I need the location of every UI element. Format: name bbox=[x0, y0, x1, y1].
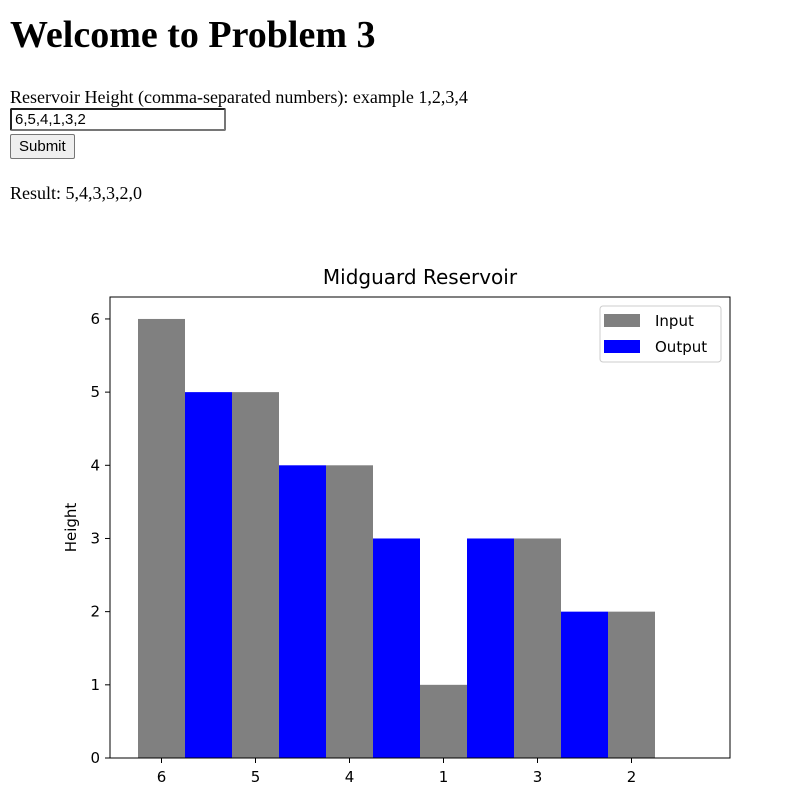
bar-output-3 bbox=[561, 611, 608, 758]
y-tick-label: 4 bbox=[90, 456, 100, 474]
y-tick-label: 0 bbox=[90, 749, 100, 767]
bar-output-4 bbox=[373, 538, 420, 758]
bar-input-4 bbox=[326, 465, 373, 758]
bar-input-6 bbox=[138, 318, 185, 758]
legend-label-input: Input bbox=[655, 312, 694, 330]
chart-title: Midguard Reservoir bbox=[323, 265, 518, 289]
x-tick-label: 4 bbox=[345, 768, 355, 786]
reservoir-height-label: Reservoir Height (comma-separated number… bbox=[10, 87, 468, 107]
bar-input-1 bbox=[420, 684, 467, 758]
submit-button[interactable]: Submit bbox=[10, 134, 75, 159]
reservoir-chart: Midguard Reservoir 0 1 2 3 4 5 6 6 5 4 1 3 2 Height Inp… bbox=[62, 265, 731, 786]
y-tick-label: 5 bbox=[90, 383, 100, 401]
y-axis-label: Height bbox=[62, 503, 80, 553]
x-tick-label: 3 bbox=[533, 768, 543, 786]
legend-swatch-output bbox=[604, 340, 640, 353]
y-tick-label: 2 bbox=[90, 603, 100, 621]
bar-input-2 bbox=[608, 611, 655, 758]
result-text: Result: 5,4,3,3,2,0 bbox=[10, 183, 143, 203]
x-tick-label: 1 bbox=[439, 768, 449, 786]
y-tick-label: 6 bbox=[90, 310, 100, 328]
y-tick-label: 3 bbox=[90, 529, 100, 547]
bar-output-5 bbox=[279, 465, 326, 758]
bar-input-3 bbox=[514, 538, 561, 758]
bar-output-1 bbox=[467, 538, 514, 758]
x-tick-label: 2 bbox=[627, 768, 637, 786]
page-title: Welcome to Problem 3 bbox=[10, 14, 376, 56]
y-tick-label: 1 bbox=[90, 676, 100, 694]
legend-label-output: Output bbox=[655, 338, 707, 356]
bar-input-5 bbox=[232, 392, 279, 758]
reservoir-height-input[interactable] bbox=[10, 108, 226, 131]
x-tick-label: 5 bbox=[251, 768, 261, 786]
bar-output-6 bbox=[185, 392, 232, 758]
plot-frame bbox=[109, 296, 731, 759]
legend-swatch-input bbox=[604, 314, 640, 327]
x-tick-label: 6 bbox=[157, 768, 167, 786]
